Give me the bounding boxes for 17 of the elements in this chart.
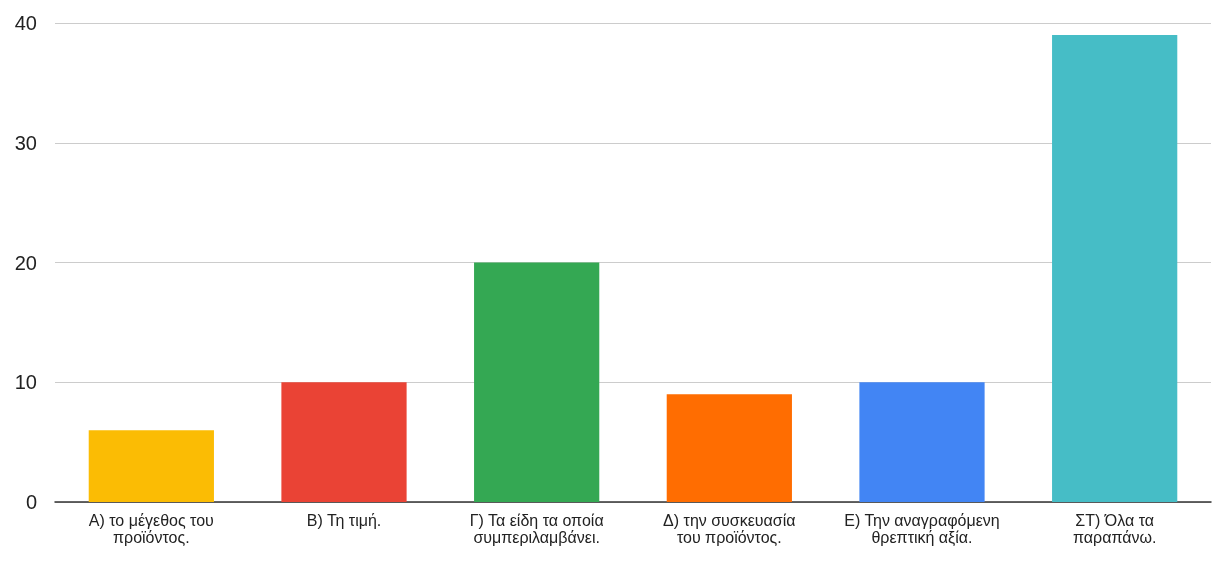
y-tick-label: 10 (14, 371, 37, 394)
x-tick-label: Α) το μέγεθος του προϊόντος. (88, 512, 214, 546)
y-tick-label: 40 (14, 12, 37, 34)
y-tick-label: 30 (14, 131, 37, 154)
bar (666, 394, 792, 502)
bar (474, 262, 600, 502)
bar (859, 382, 985, 502)
x-tick-label: Β) Τη τιμή. (306, 512, 382, 529)
y-tick-label: 20 (14, 251, 37, 274)
y-tick-label: 0 (25, 491, 37, 513)
bar (88, 430, 214, 502)
x-tick-label: ΣΤ) Όλα τα παραπάνω. (1072, 512, 1157, 546)
x-tick-label: Δ) την συσκευασία του προϊόντος. (663, 512, 796, 546)
x-tick-label: Γ) Τα είδη τα οποία συμπεριλαμβάνει. (469, 512, 604, 546)
bar (1052, 34, 1178, 502)
x-tick-label: Ε) Την αναγραφόμενη θρεπτική αξία. (844, 512, 1000, 547)
bar (281, 382, 407, 502)
